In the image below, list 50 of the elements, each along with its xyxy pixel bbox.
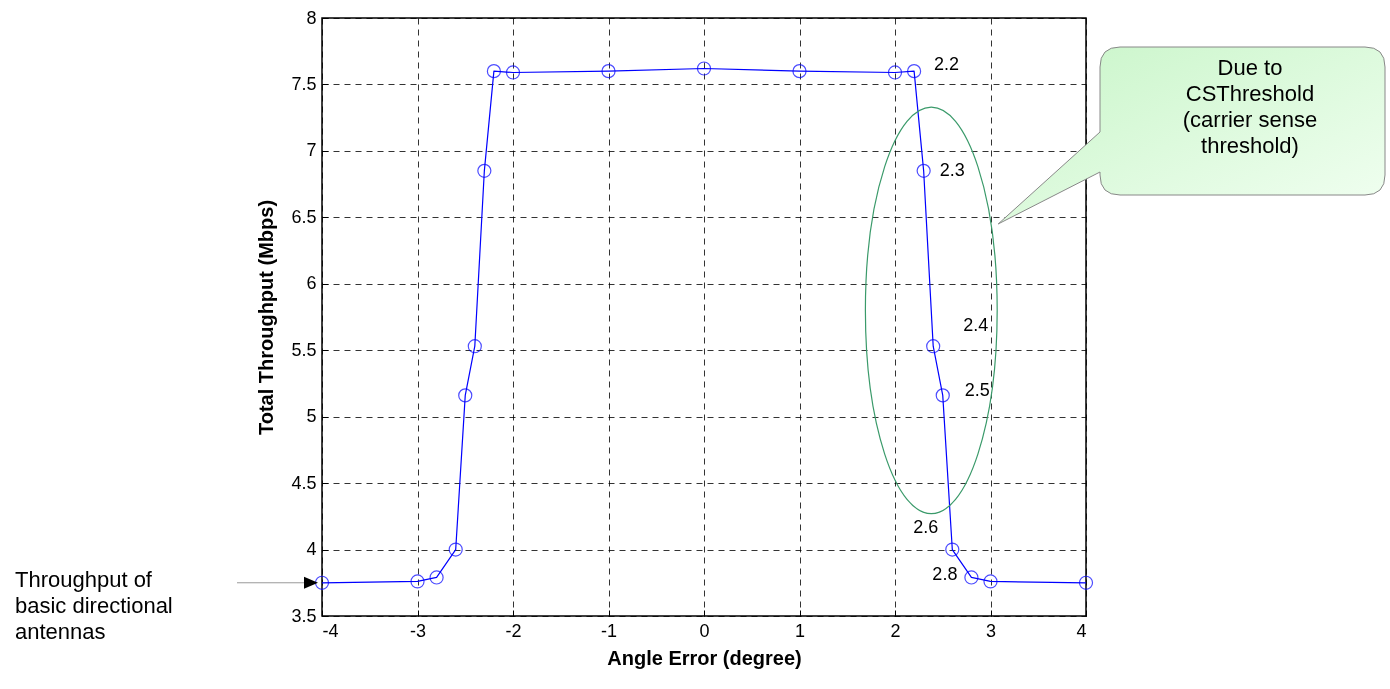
annotation: 2.5: [964, 380, 990, 401]
point: [906, 64, 922, 79]
y-tick-label: 4: [306, 539, 317, 560]
point: [696, 61, 712, 76]
point: [448, 542, 463, 557]
x-tick-label: 4: [1076, 620, 1087, 641]
y-tick-label: 6.5: [291, 206, 317, 227]
y-tick-label: 5: [306, 406, 317, 427]
point: [935, 388, 950, 403]
x-tick-label: -1: [600, 620, 618, 641]
x-axis-title: Angle Error (degree): [607, 646, 802, 669]
y-tick-label: 7.5: [291, 73, 317, 94]
y-axis-title: Total Throughput (Mbps): [255, 199, 278, 436]
x-tick-label: 3: [985, 620, 997, 641]
point: [314, 575, 330, 590]
point: [458, 388, 473, 403]
point: [887, 65, 903, 80]
point: [1078, 575, 1094, 590]
text: Due to CSThreshold (carrier sense threshold): [1181, 55, 1319, 159]
point: [429, 570, 444, 585]
x-tick-label: -3: [409, 620, 427, 641]
y-tick-label: 3.5: [291, 605, 317, 626]
text: Throughput of basic directional antennas: [15, 566, 174, 645]
annotation: 2.6: [913, 516, 939, 537]
point: [792, 64, 807, 79]
point: [505, 65, 521, 80]
y-tick-label: 8: [306, 7, 317, 28]
point: [477, 163, 492, 178]
x-tick-label: 2: [890, 620, 901, 641]
point: [983, 574, 998, 589]
y-tick-label: 5.5: [291, 339, 317, 360]
y-tick-label: 6: [306, 273, 317, 294]
point: [410, 574, 425, 589]
y-tick-label: 7: [306, 140, 317, 161]
x-tick-label: -4: [322, 620, 339, 641]
annotation: 2.2: [934, 54, 960, 75]
y-tick-label: 4.5: [291, 472, 317, 493]
point: [601, 64, 616, 79]
point: [486, 64, 502, 79]
point: [926, 339, 941, 354]
annotation: 2.8: [932, 564, 958, 585]
x-tick-label: -2: [505, 620, 522, 641]
x-tick-label: 1: [794, 620, 806, 641]
point: [467, 339, 482, 354]
point: [916, 163, 931, 178]
point: [945, 542, 960, 557]
x-tick-label: 0: [699, 620, 710, 641]
annotation: 2.4: [963, 315, 989, 336]
annotation: 2.3: [939, 159, 965, 180]
point: [964, 570, 979, 585]
